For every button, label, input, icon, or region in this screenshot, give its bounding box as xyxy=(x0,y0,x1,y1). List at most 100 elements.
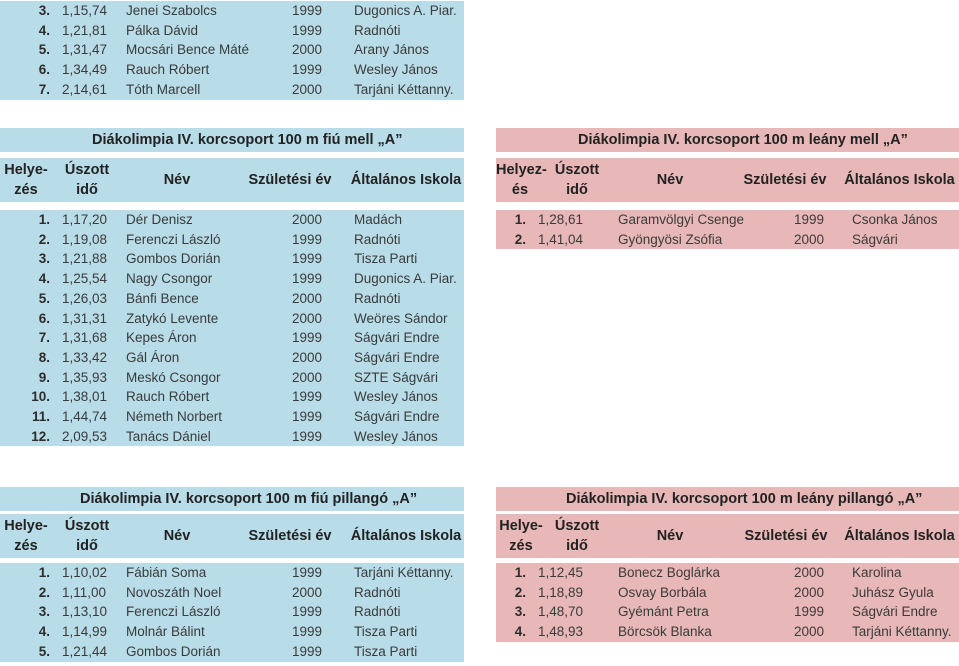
rank-cell: 3. xyxy=(0,602,58,623)
time-cell: 1,17,20 xyxy=(58,210,122,230)
name-cell: Gyémánt Petra xyxy=(614,602,790,623)
header-school: Általános Iskola xyxy=(348,158,464,202)
time-cell: 1,31,47 xyxy=(58,40,122,61)
rank-cell: 10. xyxy=(0,387,58,408)
year-cell: 1999 xyxy=(288,60,350,80)
time-cell: 2,14,61 xyxy=(58,79,122,100)
year-cell: 1999 xyxy=(288,229,350,250)
school-cell: Ságvári Endre xyxy=(848,602,959,623)
name-cell: Rauch Róbert xyxy=(122,60,288,80)
school-cell: Tisza Parti xyxy=(350,249,464,270)
name-cell: Nagy Csongor xyxy=(122,269,288,289)
time-cell: 1,31,31 xyxy=(58,308,122,329)
header-name: Név xyxy=(608,514,732,558)
rank-cell: 5. xyxy=(0,641,58,662)
time-cell: 1,26,03 xyxy=(58,288,122,309)
school-cell: Wesley János xyxy=(350,387,464,408)
rank-cell: 1. xyxy=(496,210,534,230)
name-cell: Zatykó Levente xyxy=(122,308,288,329)
year-cell: 2000 xyxy=(288,288,350,309)
name-cell: Ferenczi László xyxy=(122,602,288,623)
name-cell: Osvay Borbála xyxy=(614,582,790,603)
rank-cell: 12. xyxy=(0,426,58,447)
school-cell: Dugonics A. Piar. xyxy=(350,269,464,289)
time-cell: 1,21,81 xyxy=(58,20,122,41)
year-cell: 2000 xyxy=(288,347,350,368)
year-cell: 2000 xyxy=(790,582,848,603)
header-rank: Helye-zés xyxy=(0,514,52,558)
rank-cell: 6. xyxy=(0,308,58,329)
name-cell: Gombos Dorián xyxy=(122,249,288,270)
school-cell: Ságvári Endre xyxy=(350,347,464,368)
table-row: 3. 1,13,10 Ferenczi László 1999 Radnóti xyxy=(0,602,464,623)
table-row: 12. 2,09,53 Tanács Dániel 1999 Wesley János xyxy=(0,426,464,447)
table-row: 2. 1,11,00 Novoszáth Noel 2000 Radnóti xyxy=(0,582,464,603)
header-rank: Helyez-és xyxy=(496,158,547,202)
header-name: Név xyxy=(122,158,232,202)
table-row: 3. 1,48,70 Gyémánt Petra 1999 Ságvári Endre xyxy=(496,602,959,623)
header-year: Születési év xyxy=(730,158,840,202)
time-cell: 1,34,49 xyxy=(58,60,122,80)
school-cell: Tarjáni Kéttanny. xyxy=(350,79,464,100)
name-cell: Pálka Dávid xyxy=(122,20,288,41)
year-cell: 1999 xyxy=(790,210,848,230)
name-cell: Jenei Szabolcs xyxy=(122,1,288,21)
school-cell: Ságvári xyxy=(848,229,959,250)
boys-fly-body: 1. 1,10,02 Fábián Soma 1999 Tarjáni Kéttanny… xyxy=(0,563,464,662)
school-cell: Tisza Parti xyxy=(350,641,464,662)
header-school: Általános Iskola xyxy=(348,514,464,558)
time-cell: 1,33,42 xyxy=(58,347,122,368)
year-cell: 1999 xyxy=(288,20,350,41)
header-year: Születési év xyxy=(732,514,840,558)
school-cell: Radnóti xyxy=(350,20,464,41)
table-row: 1. 1,10,02 Fábián Soma 1999 Tarjáni Kéttanny… xyxy=(0,563,464,583)
table-row: 4. 1,48,93 Börcsök Blanka 2000 Tarjáni Kétta… xyxy=(496,622,959,642)
name-cell: Molnár Bálint xyxy=(122,622,288,642)
boys-breast-title: Diákolimpia IV. korcsoport 100 m fiú mel… xyxy=(0,128,464,152)
name-cell: Gombos Dorián xyxy=(122,641,288,662)
name-cell: Ferenczi László xyxy=(122,229,288,250)
name-cell: Bonecz Boglárka xyxy=(614,563,790,583)
header-time: Úszott idő xyxy=(52,158,122,202)
table-row: 5. 1,21,44 Gombos Dorián 1999 Tisza Parti xyxy=(0,641,464,662)
rank-cell: 2. xyxy=(0,582,58,603)
school-cell: Radnóti xyxy=(350,582,464,603)
table-row: 9. 1,35,93 Meskó Csongor 2000 SZTE Ságvári xyxy=(0,367,464,388)
year-cell: 2000 xyxy=(790,229,848,250)
school-cell: Csonka János xyxy=(848,210,959,230)
school-cell: Madách xyxy=(350,210,464,230)
name-cell: Mocsári Bence Máté xyxy=(122,40,288,61)
school-cell: Radnóti xyxy=(350,602,464,623)
header-year: Születési év xyxy=(232,158,348,202)
name-cell: Meskó Csongor xyxy=(122,367,288,388)
rank-cell: 3. xyxy=(0,249,58,270)
boys-fly-title: Diákolimpia IV. korcsoport 100 m fiú pil… xyxy=(0,487,464,511)
rank-cell: 5. xyxy=(0,40,58,61)
school-cell: Tisza Parti xyxy=(350,622,464,642)
rank-cell: 7. xyxy=(0,328,58,348)
year-cell: 1999 xyxy=(288,602,350,623)
school-cell: Ságvári Endre xyxy=(350,407,464,427)
time-cell: 1,14,99 xyxy=(58,622,122,642)
boys-fly-table: 1. 1,10,02 Fábián Soma 1999 Tarjáni Kéttanny… xyxy=(0,563,464,662)
rank-cell: 9. xyxy=(0,367,58,388)
year-cell: 1999 xyxy=(288,641,350,662)
year-cell: 1999 xyxy=(288,387,350,408)
name-cell: Dér Denisz xyxy=(122,210,288,230)
rank-cell: 3. xyxy=(0,1,58,21)
table-row: 2. 1,19,08 Ferenczi László 1999 Radnóti xyxy=(0,229,464,250)
rank-cell: 6. xyxy=(0,60,58,80)
year-cell: 1999 xyxy=(288,328,350,348)
time-cell: 1,48,93 xyxy=(534,622,614,642)
time-cell: 1,18,89 xyxy=(534,582,614,603)
school-cell: Radnóti xyxy=(350,288,464,309)
year-cell: 1999 xyxy=(288,563,350,583)
header-name: Név xyxy=(122,514,232,558)
year-cell: 2000 xyxy=(288,79,350,100)
time-cell: 1,31,68 xyxy=(58,328,122,348)
time-cell: 1,12,45 xyxy=(534,563,614,583)
time-cell: 1,19,08 xyxy=(58,229,122,250)
time-cell: 1,28,61 xyxy=(534,210,614,230)
name-cell: Kepes Áron xyxy=(122,328,288,348)
table-row: 4. 1,21,81 Pálka Dávid 1999 Radnóti xyxy=(0,20,464,41)
